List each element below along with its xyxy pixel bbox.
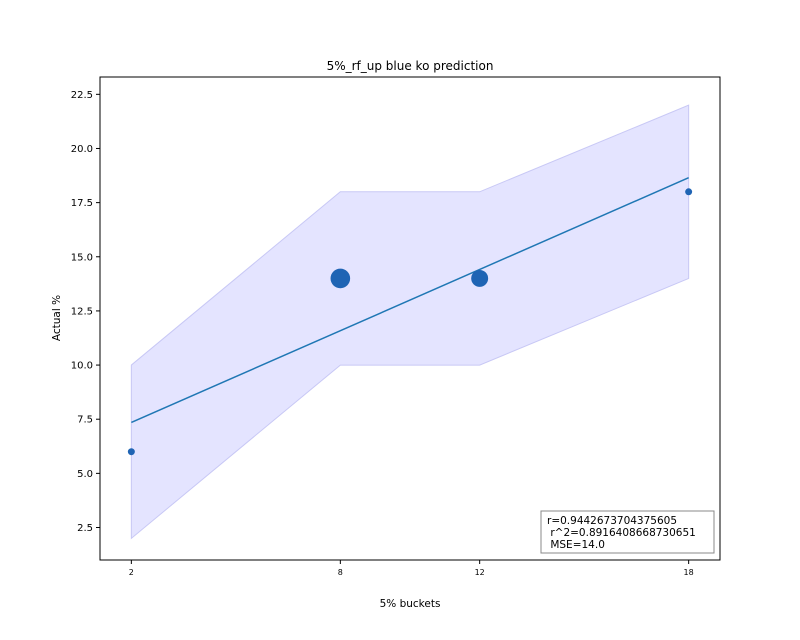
chart-title: 5%_rf_up blue ko prediction xyxy=(327,59,494,73)
y-tick-label: 22.5 xyxy=(71,90,93,101)
stats-r2: r^2=0.8916408668730651 xyxy=(547,527,696,539)
y-tick-label: 2.5 xyxy=(77,523,93,534)
data-point xyxy=(471,269,489,287)
stats-r: r=0.9442673704375605 xyxy=(547,515,677,527)
stats-mse: MSE=14.0 xyxy=(547,539,605,551)
axes-frame xyxy=(99,76,721,561)
y-tick-label: 20.0 xyxy=(71,144,93,155)
y-axis: 2.5 5.0 7.5 10.0 12.5 15.0 17.5 20.0 22.5 xyxy=(71,90,100,534)
x-axis: 2 8 12 18 xyxy=(129,560,694,577)
x-axis-label: 5% buckets xyxy=(380,598,441,610)
data-point xyxy=(330,268,351,289)
data-point xyxy=(685,188,693,196)
y-tick-label: 15.0 xyxy=(71,252,93,263)
y-tick-label: 5.0 xyxy=(77,469,93,480)
stats-box-frame xyxy=(540,510,715,554)
stats-box: r=0.9442673704375605 r^2=0.8916408668730… xyxy=(540,510,715,554)
y-axis-label: Actual % xyxy=(51,295,63,341)
plot-area xyxy=(127,104,693,540)
x-tick-label: 12 xyxy=(475,568,485,577)
x-tick-label: 2 xyxy=(129,568,134,577)
y-tick-label: 12.5 xyxy=(71,306,93,317)
confidence-band xyxy=(130,104,690,540)
y-tick-label: 10.0 xyxy=(71,361,93,372)
x-tick-label: 18 xyxy=(684,568,694,577)
y-tick-label: 7.5 xyxy=(77,415,93,426)
data-point xyxy=(127,448,135,456)
y-tick-label: 17.5 xyxy=(71,198,93,209)
fit-line xyxy=(131,177,689,424)
x-tick-label: 8 xyxy=(338,568,343,577)
